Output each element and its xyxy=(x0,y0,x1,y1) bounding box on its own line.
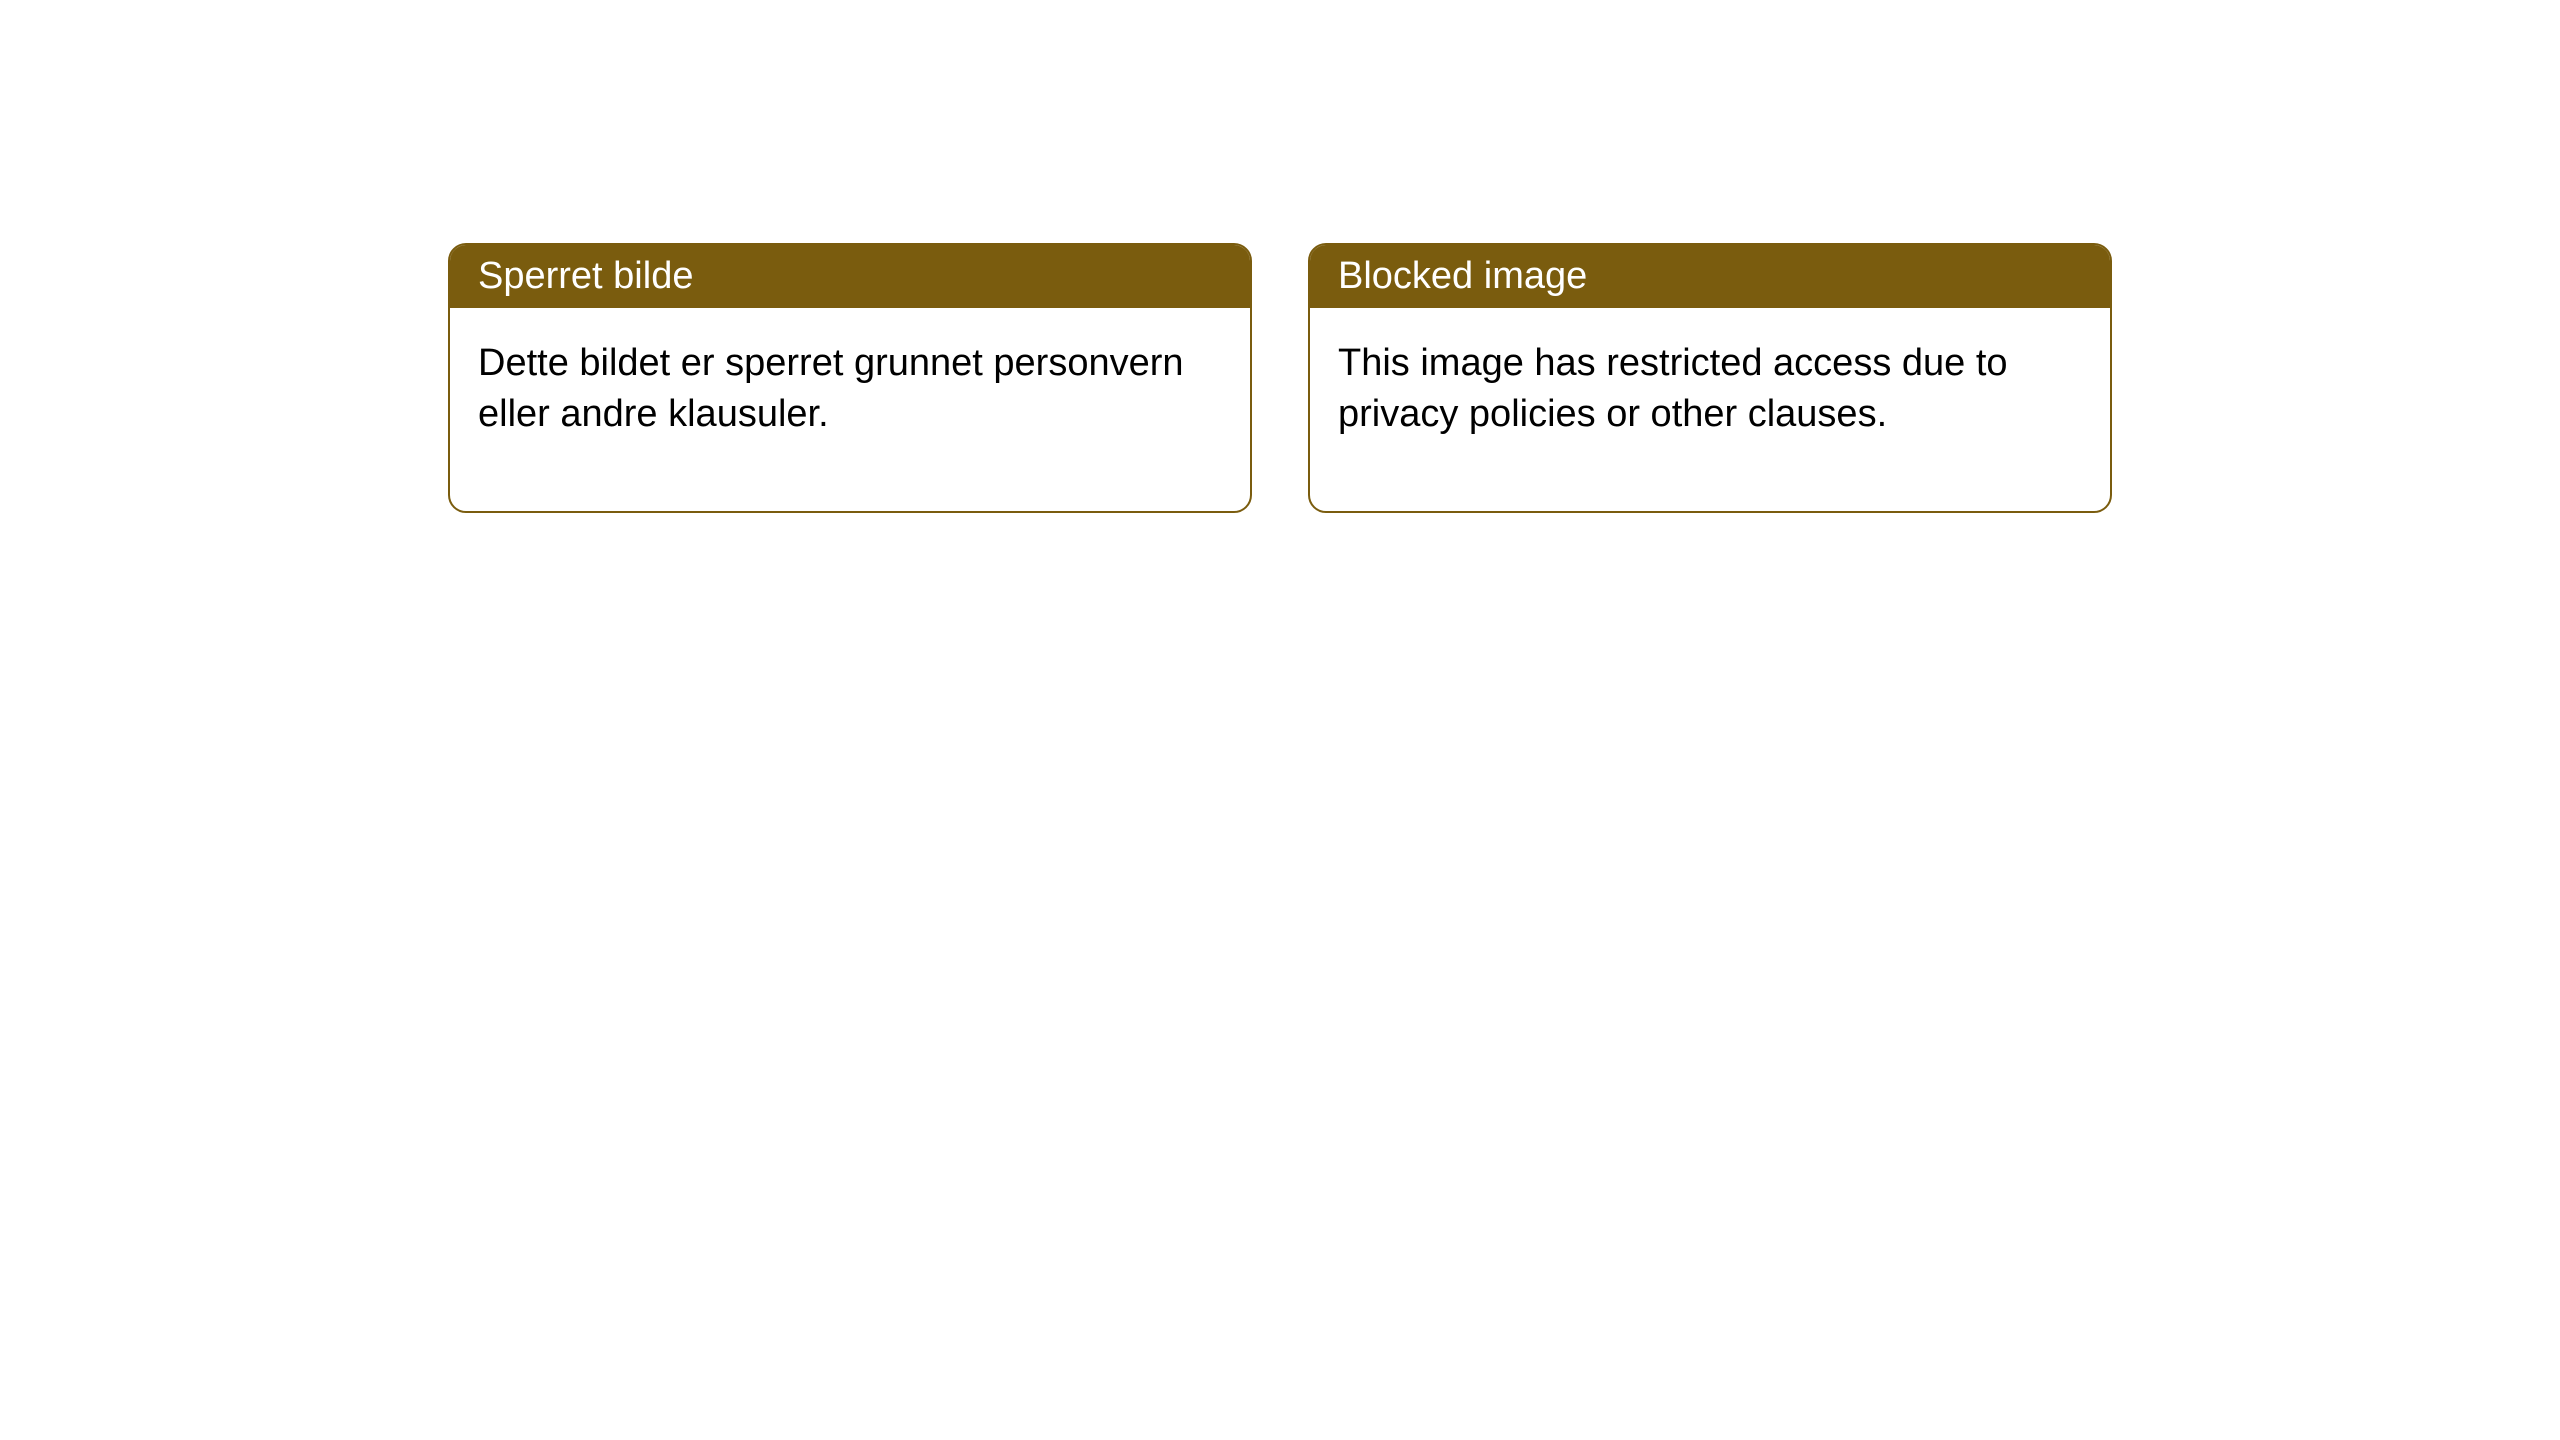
notice-body: This image has restricted access due to … xyxy=(1310,308,2110,511)
notice-box-english: Blocked image This image has restricted … xyxy=(1308,243,2112,513)
notice-box-norwegian: Sperret bilde Dette bildet er sperret gr… xyxy=(448,243,1252,513)
notice-header: Sperret bilde xyxy=(450,245,1250,308)
notice-body: Dette bildet er sperret grunnet personve… xyxy=(450,308,1250,511)
notice-header: Blocked image xyxy=(1310,245,2110,308)
notice-container: Sperret bilde Dette bildet er sperret gr… xyxy=(0,0,2560,513)
